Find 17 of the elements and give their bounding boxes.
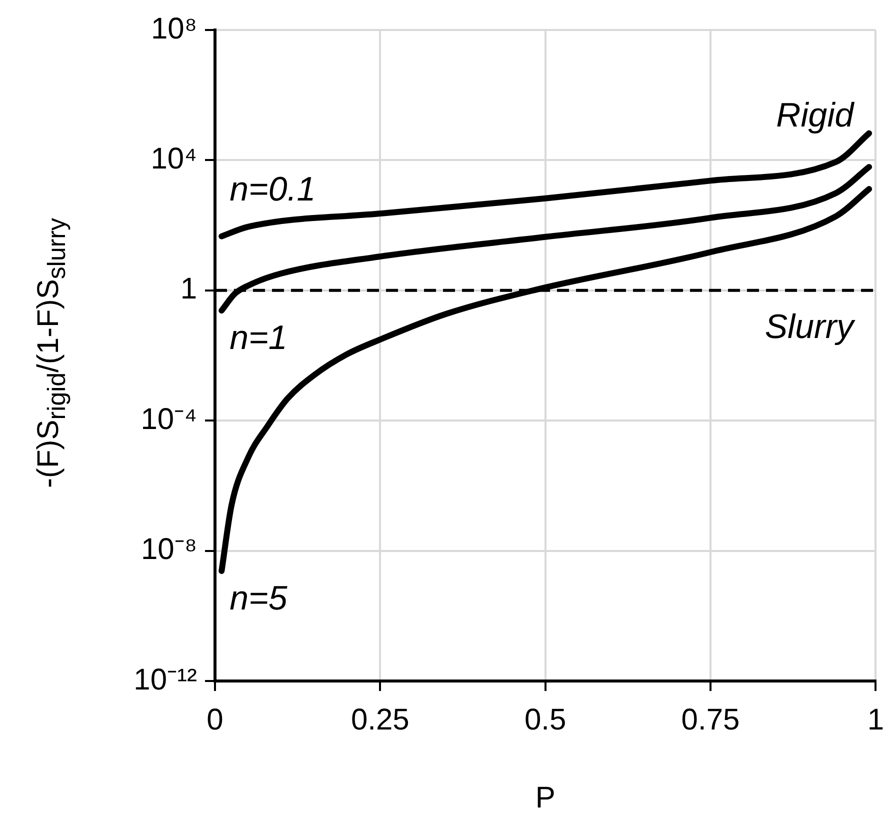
annotation: Slurry: [764, 308, 856, 346]
x-tick-label: 0: [206, 703, 224, 736]
y-tick-label: 10⁴: [150, 142, 197, 176]
x-tick-label: 0.5: [524, 703, 566, 736]
x-tick-label: 1: [867, 703, 884, 736]
series-label: n=0.1: [230, 170, 316, 209]
y-tick-label: 10⁸: [150, 12, 197, 46]
y-tick-label: 1: [180, 272, 197, 306]
y-tick-label: 10⁻⁴: [140, 402, 197, 436]
x-tick-label: 0.25: [350, 703, 410, 736]
y-tick-label: 10⁻⁸: [140, 533, 197, 566]
series-label: n=5: [230, 579, 288, 618]
y-tick-label: 10⁻¹²: [134, 663, 197, 696]
series-label: n=1: [230, 319, 288, 358]
x-tick-label: 0.75: [681, 703, 740, 736]
annotation: Rigid: [776, 96, 855, 134]
x-axis-title: P: [535, 781, 556, 814]
